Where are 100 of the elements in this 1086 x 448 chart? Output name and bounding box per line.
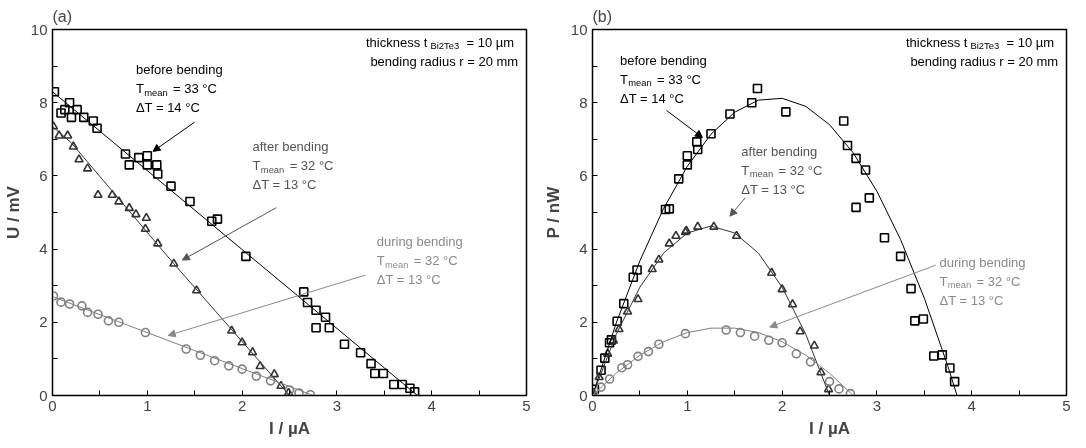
point [937,350,948,360]
point [302,297,313,308]
y-tick-label: 2 [39,313,48,331]
point [647,263,658,273]
point [949,376,960,387]
point [74,154,84,163]
point [78,112,89,123]
point [311,322,321,333]
point [879,232,890,243]
point [88,116,99,126]
point [294,388,304,396]
point [622,359,633,370]
x-tick-label: 5 [1062,396,1071,414]
point [131,208,141,218]
point [140,223,151,233]
point [298,287,309,297]
point [251,371,262,381]
x-tick-label: 3 [332,396,342,414]
point [226,325,237,334]
point [62,130,73,139]
y-axis-title: U / mV [3,185,23,239]
point [169,258,179,267]
point [654,339,664,350]
point [142,150,153,161]
point [82,163,93,172]
point [805,357,816,367]
point [617,362,627,373]
x-axis-title: I / µA [809,418,850,438]
point [766,267,777,276]
point [195,350,206,361]
point [237,364,247,374]
point [265,376,276,386]
point [618,298,629,309]
y-tick-label: 6 [39,166,48,184]
point [752,83,763,94]
point [339,339,350,350]
point [838,116,849,126]
point [56,297,66,307]
annotation: thickness tBi2Te3 = 10 µm bending radius r = 20 mm [365,34,519,69]
point [709,221,719,230]
point [366,358,376,369]
point [64,97,75,108]
y-tick-label: 10 [570,20,588,38]
point [628,272,639,283]
point [781,107,791,117]
point [749,331,760,341]
point [209,355,220,366]
point [247,346,258,356]
point [56,108,66,118]
point [68,141,79,150]
point [918,314,929,324]
x-tick-label: 3 [872,396,882,414]
y-tick-label: 8 [39,93,48,111]
point [910,316,920,326]
y-tick-label: 10 [30,20,48,38]
x-tick-label: 2 [237,396,247,414]
point [124,160,135,170]
point [60,104,70,115]
x-axis-title: I / µA [269,418,310,438]
point [795,326,805,335]
point [664,204,675,214]
point [241,251,251,262]
point [816,367,826,376]
point [777,283,787,293]
point [324,322,335,333]
point [594,371,604,381]
point [185,196,195,207]
point [276,380,286,390]
x-tick-label: 5 [522,396,531,414]
point [928,351,939,361]
point [82,307,93,318]
point [206,216,217,227]
point [735,327,746,338]
point [602,348,613,357]
point [682,160,693,170]
point [643,346,654,357]
point [824,376,835,387]
point [673,174,684,184]
point [152,169,163,179]
point [120,149,131,159]
point [181,344,191,354]
point [140,327,151,338]
point [633,293,643,303]
point [864,193,875,203]
point [660,204,671,215]
point [311,305,321,316]
point [151,160,162,170]
point [409,387,420,396]
x-tick-label: 2 [777,396,787,414]
point [66,112,77,123]
point [114,317,124,328]
point [255,360,265,370]
point [612,316,622,326]
point [269,368,280,378]
point [77,301,87,311]
point [212,214,223,224]
point [378,368,389,379]
point [93,309,103,320]
point [142,160,153,170]
point [166,181,176,191]
